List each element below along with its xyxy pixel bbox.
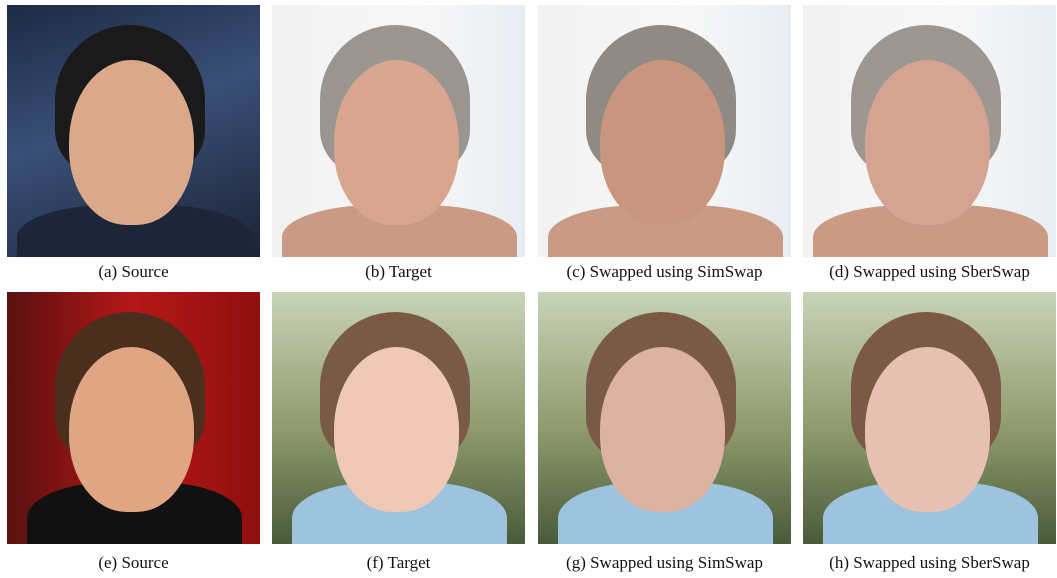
- caption: (a) Source: [1, 262, 266, 282]
- caption: (b) Target: [266, 262, 531, 282]
- caption: (c) Swapped using SimSwap: [532, 262, 797, 282]
- figure: (a) Source(b) Target(c) Swapped using Si…: [0, 0, 1057, 578]
- photo: [538, 292, 791, 544]
- photo: [538, 5, 791, 257]
- face: [69, 347, 194, 512]
- photo: [7, 292, 260, 544]
- face: [865, 60, 990, 225]
- face: [334, 60, 459, 225]
- caption: (g) Swapped using SimSwap: [532, 553, 797, 573]
- photo: [272, 5, 525, 257]
- face: [69, 60, 194, 225]
- photo: [803, 292, 1056, 544]
- photo: [7, 5, 260, 257]
- caption: (e) Source: [1, 553, 266, 573]
- photo: [803, 5, 1056, 257]
- caption: (f) Target: [266, 553, 531, 573]
- photo: [272, 292, 525, 544]
- face: [865, 347, 990, 512]
- face: [334, 347, 459, 512]
- caption: (d) Swapped using SberSwap: [797, 262, 1057, 282]
- face: [600, 347, 725, 512]
- caption: (h) Swapped using SberSwap: [797, 553, 1057, 573]
- face: [600, 60, 725, 225]
